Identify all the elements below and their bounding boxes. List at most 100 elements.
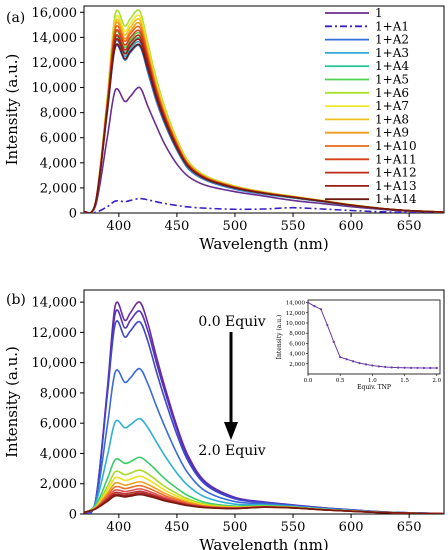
legend-entry: 1+A10 xyxy=(375,139,417,153)
inset-x-axis-label: Equiv. TNP xyxy=(357,384,391,391)
x-tick-label: 650 xyxy=(397,520,422,535)
y-tick-label: 6,000 xyxy=(40,417,77,432)
legend-entry: 1+A3 xyxy=(375,46,409,60)
y-tick-label: 2,000 xyxy=(40,181,77,196)
legend-entry: 1+A14 xyxy=(375,192,417,206)
y-tick-label: 4,000 xyxy=(40,156,77,171)
x-tick-label: 450 xyxy=(164,219,189,234)
inset-chart: 0.0 0.5 1.0 1.5 2.0 2,000 4,000 6,000 8,000 10,00… xyxy=(276,299,442,391)
x-axis-label-a: Wavelength (nm) xyxy=(199,235,328,253)
inset-x-tick-label: 1.0 xyxy=(368,378,377,384)
inset-data-point xyxy=(306,301,310,304)
legend-entry: 1+A7 xyxy=(375,99,409,113)
inset-data-point xyxy=(345,358,348,361)
y-tick-label: 14,000 xyxy=(32,296,78,311)
y-tick-label: 8,000 xyxy=(40,106,77,121)
legend-entry: 1+A8 xyxy=(375,112,409,126)
inset-data-point xyxy=(358,362,361,365)
y-tick-label: 16,000 xyxy=(32,6,78,21)
y-tick-label: 14,000 xyxy=(32,31,78,46)
x-tick-label: 550 xyxy=(281,520,306,535)
inset-data-point xyxy=(416,366,419,370)
inset-data-point xyxy=(351,360,355,363)
y-tick-label: 0 xyxy=(69,207,77,222)
series-line-1 xyxy=(84,86,444,213)
y-tick-label: 2,000 xyxy=(40,477,77,492)
inset-data-point xyxy=(409,366,413,369)
series-line-5 xyxy=(84,417,444,514)
inset-y-axis-label: Intensity (a.u.) xyxy=(276,315,283,360)
y-tick-label: 8,000 xyxy=(40,386,77,401)
legend-entry: 1+A5 xyxy=(375,73,409,87)
inset-data-point xyxy=(332,340,335,343)
inset-data-point xyxy=(384,365,387,369)
inset-x-tick-label: 2.0 xyxy=(432,378,441,384)
inset-data-point xyxy=(326,323,329,327)
inset-data-point xyxy=(390,366,393,369)
plot-area-a xyxy=(83,5,445,214)
inset-data-point xyxy=(339,356,342,359)
plot-area-b xyxy=(83,289,445,515)
inset-data-point xyxy=(319,308,322,311)
legend-entry: 1+A9 xyxy=(375,126,409,140)
x-tick-label: 400 xyxy=(106,219,131,234)
panel-a-label: (a) xyxy=(6,10,25,26)
inset-y-tick-label: 8,000 xyxy=(289,331,305,337)
inset-y-tick-label: 12,000 xyxy=(286,311,306,317)
inset-x-tick-label: 0.0 xyxy=(304,378,313,384)
y-axis-label-a: Intensity (a.u.) xyxy=(3,54,21,166)
x-tick-label: 550 xyxy=(281,219,306,234)
x-tick-label: 400 xyxy=(106,520,131,535)
series-line-14 xyxy=(84,493,444,514)
x-tick-label: 450 xyxy=(164,520,189,535)
inset-data-point xyxy=(377,365,380,368)
inset-data-point xyxy=(403,366,406,369)
legend-entry: 1 xyxy=(375,6,383,20)
legend-entry: 1+A6 xyxy=(375,86,409,100)
series-line-15 xyxy=(84,43,444,213)
inset-data-point xyxy=(435,366,438,370)
inset-y-tick-label: 2,000 xyxy=(289,362,305,368)
legend-entry: 1+A2 xyxy=(375,33,409,47)
annotation-end-equiv: 2.0 Equiv xyxy=(198,443,265,459)
inset-data-point xyxy=(313,305,316,308)
inset-plot-area xyxy=(307,299,441,375)
legend-entry: 1+A11 xyxy=(375,152,417,166)
legend-entry: 1+A12 xyxy=(375,166,417,180)
inset-data-point xyxy=(397,366,400,369)
chart-panel-b: (b) 400 450 500 550 600 650 0 2,000 4,000 6,000 8,… xyxy=(3,289,445,550)
legend-entry: 1+A13 xyxy=(375,179,417,193)
y-tick-label: 12,000 xyxy=(32,326,78,341)
x-axis-label-b: Wavelength (nm) xyxy=(199,536,328,550)
x-tick-label: 650 xyxy=(397,219,422,234)
x-tick-label: 500 xyxy=(223,219,248,234)
legend-entry: 1+A1 xyxy=(375,19,409,33)
y-tick-label: 4,000 xyxy=(40,447,77,462)
x-tick-label: 600 xyxy=(339,520,364,535)
inset-y-tick-label: 14,000 xyxy=(286,301,306,307)
y-axis-label-b: Intensity (a.u.) xyxy=(3,346,21,458)
y-tick-label: 10,000 xyxy=(32,81,78,96)
x-tick-label: 600 xyxy=(339,219,364,234)
inset-data-point xyxy=(422,366,426,370)
annotation-start-equiv: 0.0 Equiv xyxy=(198,314,265,330)
titration-arrow-head xyxy=(224,422,238,440)
y-tick-label: 10,000 xyxy=(32,356,78,371)
inset-y-tick-label: 4,000 xyxy=(289,352,305,358)
y-tick-label: 12,000 xyxy=(32,56,78,71)
inset-y-tick-label: 6,000 xyxy=(289,341,305,347)
y-tick-label: 0 xyxy=(69,508,77,523)
inset-data-point xyxy=(371,364,374,367)
legend-a: 11+A11+A21+A31+A41+A51+A61+A71+A81+A91+A… xyxy=(325,6,417,206)
inset-x-tick-label: 0.5 xyxy=(336,378,345,384)
x-tick-label: 500 xyxy=(223,520,248,535)
inset-x-tick-label: 1.5 xyxy=(400,378,409,384)
legend-entry: 1+A4 xyxy=(375,59,409,73)
y-tick-label: 6,000 xyxy=(40,131,77,146)
chart-panel-a: (a) 400 450 500 550 600 650 0 2,000 4,000 6,000 8,… xyxy=(3,5,445,253)
panel-b-label: (b) xyxy=(6,292,26,308)
inset-data-point xyxy=(364,363,368,366)
inset-y-tick-label: 10,000 xyxy=(286,321,306,327)
series-line-9 xyxy=(84,480,444,514)
